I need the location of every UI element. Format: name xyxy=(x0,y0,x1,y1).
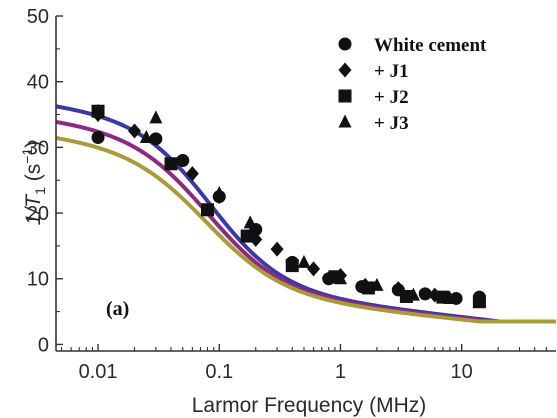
x-tick-label: 1 xyxy=(335,361,346,383)
marker-triangle xyxy=(406,287,420,301)
marker-triangle xyxy=(91,103,105,117)
marker-triangle xyxy=(149,110,163,124)
marker-triangle xyxy=(443,290,457,304)
marker-triangle xyxy=(370,277,384,291)
marker-square xyxy=(361,281,375,295)
marker-triangle xyxy=(297,254,311,268)
marker-diamond xyxy=(307,261,321,277)
x-tick-label: 0.01 xyxy=(79,361,118,383)
y-axis-label-unit-close: ) xyxy=(22,141,45,148)
fit-curves xyxy=(55,104,556,324)
legend-entry-label: + J2 xyxy=(374,87,409,108)
marker-circle xyxy=(91,131,105,145)
y-axis-label-subscript: 1 xyxy=(32,187,48,195)
marker-square xyxy=(240,229,254,243)
marker-diamond xyxy=(185,166,199,182)
marker-circle xyxy=(149,132,163,146)
y-tick-label: 30 xyxy=(27,137,49,159)
marker-circle xyxy=(338,37,352,51)
marker-square xyxy=(201,203,215,217)
axes xyxy=(55,16,556,352)
marker-triangle xyxy=(333,271,347,285)
marker-triangle xyxy=(243,215,257,229)
panel-label: (a) xyxy=(106,298,129,320)
legend-entry-label: White cement xyxy=(374,35,487,56)
y-axis-label: 1/T1 (s−1) xyxy=(19,141,48,225)
tick-marks xyxy=(56,15,547,351)
marker-triangle xyxy=(338,114,352,128)
legend-entry-label: + J3 xyxy=(374,113,409,134)
marker-triangle xyxy=(472,294,486,308)
marker-square xyxy=(338,89,352,103)
y-tick-label: 10 xyxy=(27,269,49,291)
x-axis-label: Larmor Frequency (MHz) xyxy=(192,394,427,417)
marker-triangle xyxy=(139,130,153,144)
y-axis-label-superscript: −1 xyxy=(19,148,35,164)
marker-triangle xyxy=(212,185,226,199)
marker-square xyxy=(285,259,299,273)
marker-square xyxy=(164,157,178,171)
marker-diamond xyxy=(128,123,142,139)
y-axis-label-unit-open: (s xyxy=(22,164,45,187)
legend: White cement + J1 + J2 + J3 xyxy=(338,35,487,134)
marker-diamond xyxy=(270,241,284,257)
marker-diamond xyxy=(338,62,352,78)
x-tick-label: 0.1 xyxy=(205,361,233,383)
fit-curve xyxy=(55,135,556,324)
y-axis-label-prefix: 1/T xyxy=(22,193,45,226)
y-tick-label: 0 xyxy=(38,334,49,356)
data-points xyxy=(91,103,486,309)
marker-circle xyxy=(418,287,432,301)
legend-entry-label: + J1 xyxy=(374,61,409,82)
marker-circle xyxy=(176,154,190,168)
x-tick-label: 10 xyxy=(451,361,473,383)
y-tick-label: 20 xyxy=(27,203,49,225)
y-tick-label: 40 xyxy=(27,72,49,94)
tick-labels: 0 10 20 30 40 50 0.01 0.1 1 10 xyxy=(27,6,473,383)
y-tick-label: 50 xyxy=(27,6,49,28)
